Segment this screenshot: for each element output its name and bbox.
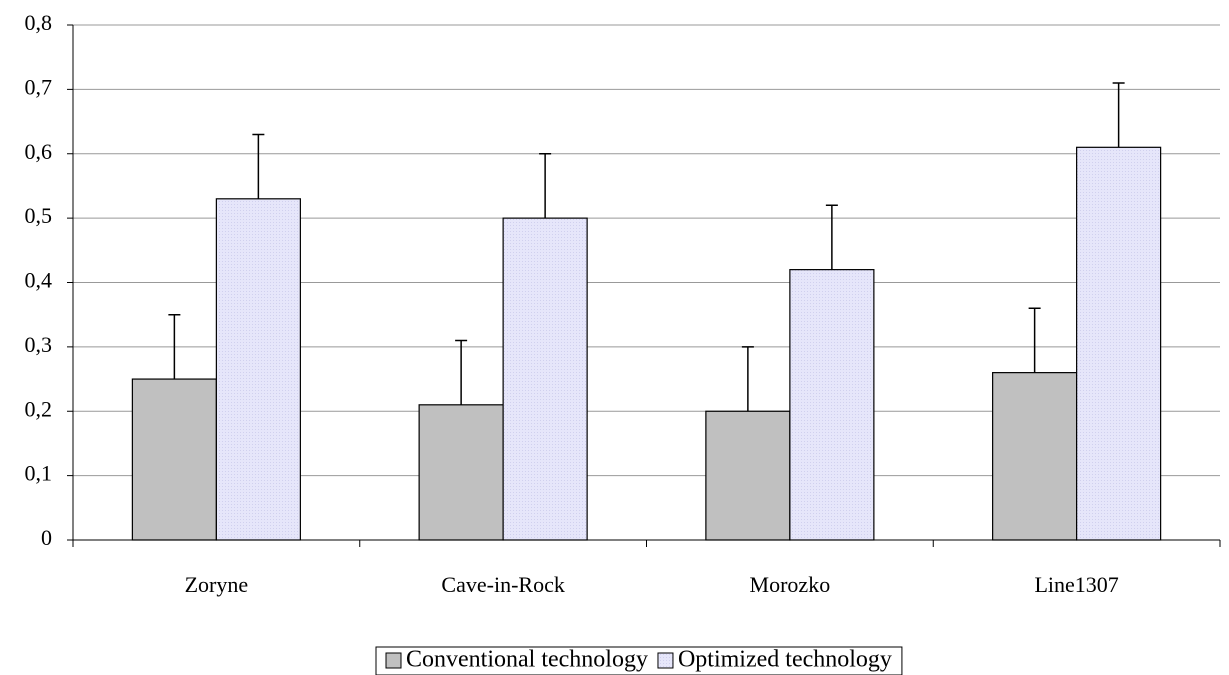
bar	[418, 404, 504, 541]
legend-label: Conventional technology	[406, 647, 648, 673]
bar	[502, 217, 588, 541]
legend-swatch	[657, 652, 674, 669]
x-tick-label: Cave-in-Rock	[441, 572, 564, 597]
error-bar	[252, 133, 265, 199]
error-bar	[539, 153, 552, 219]
bar	[215, 198, 301, 541]
error-bar	[168, 313, 181, 380]
bar	[789, 269, 875, 541]
y-tick-label: 0,7	[25, 74, 53, 99]
x-tick-label: Morozko	[750, 572, 831, 597]
bar	[131, 378, 217, 541]
y-tick-label: 0,5	[25, 203, 53, 228]
legend-swatch	[385, 652, 402, 669]
y-tick-label: 0,4	[25, 268, 53, 293]
y-tick-label: 0,3	[25, 332, 53, 357]
legend	[375, 646, 903, 675]
error-bar	[1028, 307, 1041, 373]
bar	[992, 372, 1078, 541]
bar	[705, 410, 791, 541]
error-bar	[741, 346, 754, 412]
y-tick-label: 0,6	[25, 139, 53, 164]
error-bar	[455, 339, 468, 405]
y-tick-label: 0,1	[25, 461, 53, 486]
bar	[1076, 146, 1162, 541]
error-bar	[1112, 82, 1125, 148]
y-tick-label: 0,2	[25, 396, 53, 421]
x-tick-label: Line1307	[1034, 572, 1118, 597]
x-tick-label: Zoryne	[185, 572, 249, 597]
error-bar	[825, 204, 838, 270]
y-tick-label: 0	[41, 525, 52, 550]
legend-label: Optimized technology	[678, 647, 892, 673]
y-tick-label: 0,8	[25, 10, 53, 35]
